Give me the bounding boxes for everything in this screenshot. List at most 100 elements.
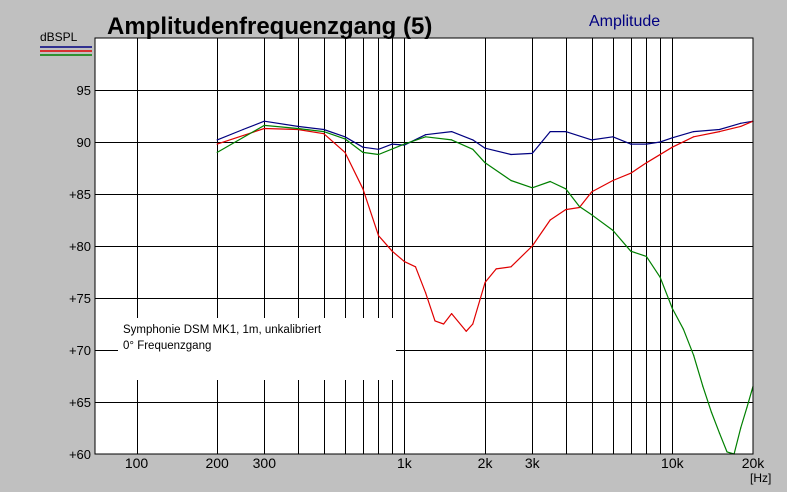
data-point: [216, 139, 218, 141]
data-point: [510, 179, 512, 182]
series-1: [216, 120, 754, 156]
annotation-line-1: Symphonie DSM MK1, 1m, unkalibriert: [123, 324, 322, 336]
y-tick-label: +75: [69, 291, 91, 306]
data-point: [484, 162, 486, 164]
x-tick-label: 3k: [525, 455, 541, 471]
data-point: [425, 292, 427, 294]
data-point: [434, 320, 436, 322]
data-point: [297, 125, 299, 127]
data-point: [216, 151, 218, 153]
data-point: [531, 152, 533, 154]
data-point: [472, 148, 474, 150]
data-point: [472, 323, 474, 325]
data-point: [362, 188, 364, 190]
data-point: [578, 205, 581, 208]
data-point: [612, 136, 614, 138]
data-point: [344, 151, 346, 153]
x-tick-label: 10k: [661, 455, 685, 471]
data-point: [693, 354, 695, 356]
data-point: [630, 143, 632, 145]
x-tick-label: 200: [205, 455, 229, 471]
data-point: [671, 146, 673, 148]
chart-title: Amplitudenfrequenzgang (5): [107, 13, 432, 40]
series-line: [216, 120, 754, 156]
data-point: [565, 209, 567, 211]
grid: [95, 38, 753, 454]
data-point: [451, 131, 453, 133]
y-tick-label: +85: [69, 187, 91, 202]
data-point: [659, 276, 661, 278]
data-point: [403, 143, 405, 145]
series-line: [217, 120, 754, 332]
data-point: [510, 266, 512, 268]
data-point: [693, 131, 695, 133]
data-point: [671, 307, 673, 309]
data-point: [591, 191, 593, 193]
data-point: [377, 235, 380, 237]
data-point: [718, 131, 721, 133]
y-tick-label: 95: [77, 83, 91, 98]
data-point: [702, 385, 704, 387]
x-axis-unit: [Hz]: [750, 471, 771, 485]
data-point: [216, 143, 218, 145]
data-point: [391, 143, 393, 145]
data-point: [451, 313, 453, 315]
y-tick-label: +65: [69, 395, 91, 410]
data-point: [746, 406, 748, 408]
data-point: [414, 266, 417, 268]
data-point: [472, 139, 474, 141]
data-point: [549, 131, 551, 133]
data-point: [425, 134, 427, 136]
data-point: [242, 128, 244, 131]
y-axis-label: dBSPL: [40, 30, 78, 44]
data-point: [297, 127, 299, 130]
data-point: [565, 131, 567, 133]
series-2: [216, 120, 754, 332]
data-point: [531, 245, 533, 247]
data-point: [344, 136, 346, 138]
data-point: [740, 427, 742, 429]
y-tick-label: 90: [77, 135, 91, 150]
data-point: [391, 250, 393, 252]
data-point: [425, 136, 427, 138]
data-point: [297, 128, 299, 131]
data-point: [510, 153, 512, 156]
data-point: [465, 330, 467, 332]
data-point: [645, 255, 648, 257]
x-tick-label: 1k: [397, 455, 413, 471]
data-point: [344, 138, 346, 140]
data-point: [693, 136, 695, 138]
data-point: [495, 268, 497, 270]
data-point: [591, 139, 593, 141]
data-point: [659, 141, 661, 143]
data-point: [263, 124, 265, 126]
data-point: [549, 219, 551, 221]
series-3: [216, 124, 754, 455]
data-point: [263, 120, 265, 122]
data-point: [710, 411, 713, 413]
data-point: [263, 127, 265, 130]
data-point: [645, 162, 648, 164]
data-point: [740, 125, 742, 127]
data-point: [484, 281, 486, 283]
y-tick-labels: 95 90 +85 +80 +75 +70 +65 +60: [69, 83, 91, 462]
x-tick-label: 100: [125, 455, 149, 471]
data-point: [726, 451, 728, 453]
plot-border: [94, 37, 754, 455]
data-point: [451, 139, 453, 141]
x-tick-label: 20k: [742, 455, 766, 471]
data-point: [484, 147, 486, 149]
data-point: [612, 229, 614, 231]
data-point: [718, 128, 721, 131]
x-tick-labels: 100 200 300 1k 2k 3k 10k 20k: [125, 455, 765, 471]
data-point: [549, 180, 551, 183]
x-tick-label: 2k: [478, 455, 494, 471]
data-point: [443, 323, 445, 325]
data-point: [645, 143, 648, 145]
mode-label: Amplitude: [589, 13, 660, 30]
data-point: [362, 151, 364, 153]
data-point: [671, 137, 673, 139]
data-point: [377, 153, 380, 156]
legend-swatches: [40, 46, 92, 56]
